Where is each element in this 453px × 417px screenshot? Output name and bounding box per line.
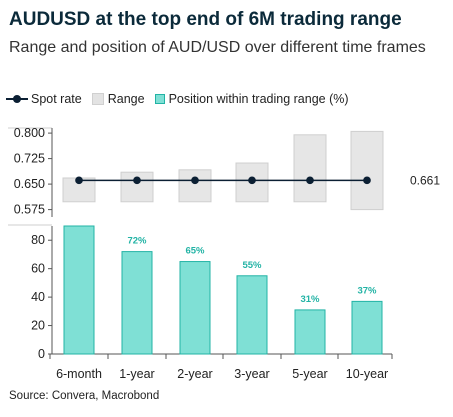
range-box-2-year [178, 169, 212, 203]
position-bar-2-year [179, 261, 211, 355]
legend-label-range: Range [107, 92, 145, 106]
x-tick-label-6-month: 6-month [56, 367, 102, 381]
spot-point-3-year [248, 176, 256, 185]
spot-point-5-year [306, 176, 314, 185]
x-tick-label-3-year: 3-year [234, 367, 269, 381]
chart-title: AUDUSD at the top end of 6M trading rang… [9, 9, 402, 30]
top-ytick-label-1: 0.650 [14, 177, 45, 191]
bar-data-label-10-year: 37% [357, 285, 377, 296]
legend: Spot rate Range Position within trading … [6, 92, 359, 106]
spot-value-label: 0.661 [410, 173, 440, 187]
top-ytick-label-0: 0.575 [14, 203, 45, 217]
bar-data-label-3-year: 55% [242, 260, 262, 271]
bar-data-label-1-year: 72% [127, 236, 147, 247]
spot-line-marker-icon [6, 94, 28, 104]
bottom-ytick-label-0: 0 [38, 347, 45, 361]
position-bar-10-year [351, 300, 383, 355]
legend-label-position: Position within trading range (%) [168, 92, 349, 106]
position-bar-1-year [121, 251, 153, 355]
range-box-10-year [350, 130, 384, 211]
position-bar-5-year [294, 309, 326, 355]
chart-subtitle: Range and position of AUD/USD over diffe… [9, 39, 426, 56]
spot-point-10-year [363, 176, 371, 185]
bottom-ytick-label-3: 60 [31, 262, 45, 276]
x-tick-label-1-year: 1-year [119, 367, 154, 381]
bottom-ytick-label-1: 20 [31, 319, 45, 333]
range-box-1-year [120, 171, 154, 203]
legend-item-range: Range [91, 92, 145, 106]
bottom-ytick-label-4: 80 [31, 233, 45, 247]
position-bar-3-year [236, 275, 268, 355]
range-swatch-icon [91, 93, 104, 105]
source-note: Source: Convera, Macrobond [9, 390, 160, 402]
position-swatch-icon [154, 94, 165, 104]
bar-data-label-5-year: 31% [300, 294, 320, 305]
spot-point-2-year [191, 176, 199, 185]
spot-point-6-month [75, 176, 83, 185]
legend-item-position: Position within trading range (%) [154, 92, 349, 106]
top-ytick-label-3: 0.800 [14, 126, 45, 140]
spot-point-1-year [133, 176, 141, 185]
range-box-5-year [293, 134, 327, 203]
legend-item-spot: Spot rate [6, 92, 82, 106]
legend-label-spot: Spot rate [31, 92, 82, 106]
top-ytick-label-2: 0.725 [14, 152, 45, 166]
position-bar-6-month [63, 225, 95, 355]
x-tick-label-10-year: 10-year [346, 367, 388, 381]
x-tick-label-5-year: 5-year [292, 367, 327, 381]
bottom-ytick-label-2: 40 [31, 290, 45, 304]
x-tick-label-2-year: 2-year [177, 367, 212, 381]
bar-data-label-2-year: 65% [185, 246, 205, 257]
